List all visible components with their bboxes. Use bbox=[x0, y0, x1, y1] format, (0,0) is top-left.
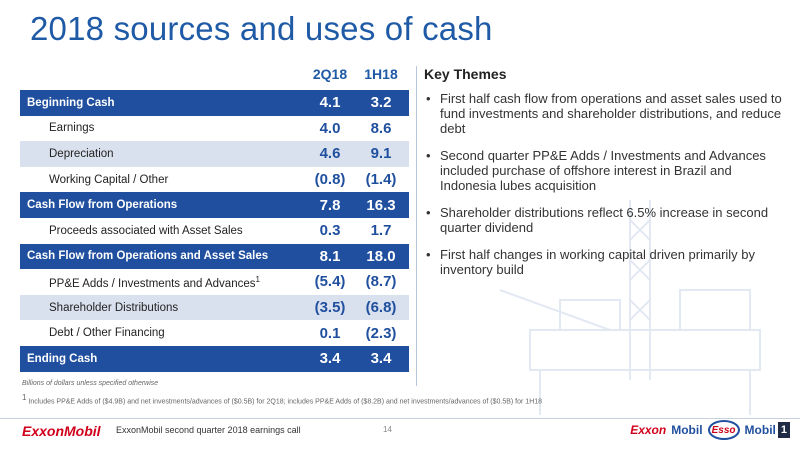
mobil1-logo: Mobil 1 bbox=[745, 422, 790, 438]
row-label: PP&E Adds / Investments and Advances1 bbox=[49, 275, 260, 290]
row-value-1h18: 8.6 bbox=[370, 119, 392, 137]
mobil-logo: Mobil bbox=[671, 423, 703, 437]
exxon-logo: Exxon bbox=[630, 423, 667, 437]
table-row: Earnings 4.0 8.6 bbox=[20, 115, 409, 142]
row-value-2q18: 4.0 bbox=[319, 119, 341, 137]
mobil1-text: Mobil bbox=[744, 423, 776, 437]
table-row: PP&E Adds / Investments and Advances1 (5… bbox=[20, 269, 409, 295]
sources-uses-table: 2Q18 1H18 Beginning Cash 4.1 3.2 Earning… bbox=[20, 62, 409, 372]
key-themes-list: First half cash flow from operations and… bbox=[424, 91, 784, 277]
row-label: Beginning Cash bbox=[27, 96, 115, 109]
row-value-2q18: 7.8 bbox=[319, 196, 341, 214]
list-item: First half cash flow from operations and… bbox=[424, 91, 784, 136]
row-value-1h18: 16.3 bbox=[366, 196, 396, 214]
brand-logos: Exxon Mobil Esso Mobil 1 bbox=[630, 420, 790, 440]
column-header-2q18: 2Q18 bbox=[312, 66, 348, 82]
list-item: Second quarter PP&E Adds / Investments a… bbox=[424, 148, 784, 193]
column-divider bbox=[416, 66, 417, 386]
table-row: Cash Flow from Operations 7.8 16.3 bbox=[20, 192, 409, 218]
exxonmobil-logo: ExxonMobil bbox=[22, 423, 101, 439]
footnote: 1 Includes PP&E Adds of ($4.9B) and net … bbox=[22, 393, 542, 407]
row-label-text: PP&E Adds / Investments and Advances bbox=[49, 277, 256, 290]
row-value-2q18: (0.8) bbox=[314, 171, 346, 189]
list-item: First half changes in working capital dr… bbox=[424, 247, 784, 277]
row-label: Shareholder Distributions bbox=[49, 301, 179, 314]
row-value-2q18: (5.4) bbox=[314, 273, 346, 291]
row-label: Proceeds associated with Asset Sales bbox=[49, 224, 243, 237]
row-value-2q18: 4.1 bbox=[319, 94, 341, 112]
page-number: 14 bbox=[383, 425, 392, 434]
key-themes-heading: Key Themes bbox=[424, 66, 507, 82]
table-row: Ending Cash 3.4 3.4 bbox=[20, 345, 409, 372]
units-note: Billions of dollars unless specified oth… bbox=[22, 380, 159, 387]
row-value-1h18: (1.4) bbox=[365, 171, 397, 189]
table-row: Beginning Cash 4.1 3.2 bbox=[20, 90, 409, 116]
row-label: Ending Cash bbox=[27, 352, 98, 365]
row-value-1h18: 1.7 bbox=[370, 222, 392, 240]
row-label: Debt / Other Financing bbox=[49, 327, 165, 340]
footnote-marker: 1 bbox=[22, 393, 27, 402]
row-label: Cash Flow from Operations bbox=[27, 199, 178, 212]
row-value-1h18: (8.7) bbox=[365, 273, 397, 291]
table-column-headers: 2Q18 1H18 bbox=[20, 62, 409, 90]
row-value-1h18: 18.0 bbox=[366, 247, 396, 265]
row-value-2q18: 0.1 bbox=[319, 324, 341, 342]
table-row: Cash Flow from Operations and Asset Sale… bbox=[20, 243, 409, 270]
row-value-2q18: 8.1 bbox=[319, 247, 341, 265]
row-value-2q18: (3.5) bbox=[314, 299, 346, 317]
row-label: Working Capital / Other bbox=[49, 173, 169, 186]
row-value-2q18: 0.3 bbox=[319, 222, 341, 240]
column-header-1h18: 1H18 bbox=[364, 66, 398, 82]
table-row: Working Capital / Other (0.8) (1.4) bbox=[20, 166, 409, 193]
row-value-1h18: 3.2 bbox=[370, 94, 392, 112]
table-row: Debt / Other Financing 0.1 (2.3) bbox=[20, 320, 409, 346]
row-label: Depreciation bbox=[49, 147, 114, 160]
table-notes: Billions of dollars unless specified oth… bbox=[22, 379, 542, 407]
table-row: Proceeds associated with Asset Sales 0.3… bbox=[20, 217, 409, 244]
row-value-1h18: (6.8) bbox=[365, 299, 397, 317]
table-row: Shareholder Distributions (3.5) (6.8) bbox=[20, 294, 409, 321]
mobil1-number: 1 bbox=[777, 422, 790, 438]
table-row: Depreciation 4.6 9.1 bbox=[20, 141, 409, 167]
row-value-1h18: 9.1 bbox=[370, 145, 392, 163]
row-value-2q18: 3.4 bbox=[319, 350, 341, 368]
row-value-2q18: 4.6 bbox=[319, 145, 341, 163]
row-label: Earnings bbox=[49, 122, 95, 135]
footer-caption: ExxonMobil second quarter 2018 earnings … bbox=[116, 425, 301, 435]
row-label: Cash Flow from Operations and Asset Sale… bbox=[27, 250, 269, 263]
footnote-text: Includes PP&E Adds of ($4.9B) and net in… bbox=[28, 398, 543, 406]
list-item: Shareholder distributions reflect 6.5% i… bbox=[424, 205, 784, 235]
footnote-marker: 1 bbox=[255, 274, 260, 284]
row-value-1h18: 3.4 bbox=[370, 350, 392, 368]
row-value-1h18: (2.3) bbox=[365, 324, 397, 342]
esso-logo: Esso bbox=[707, 420, 740, 440]
footer-divider bbox=[0, 418, 800, 419]
key-themes-panel: Key Themes First half cash flow from ope… bbox=[424, 66, 784, 289]
slide-title: 2018 sources and uses of cash bbox=[30, 10, 493, 47]
